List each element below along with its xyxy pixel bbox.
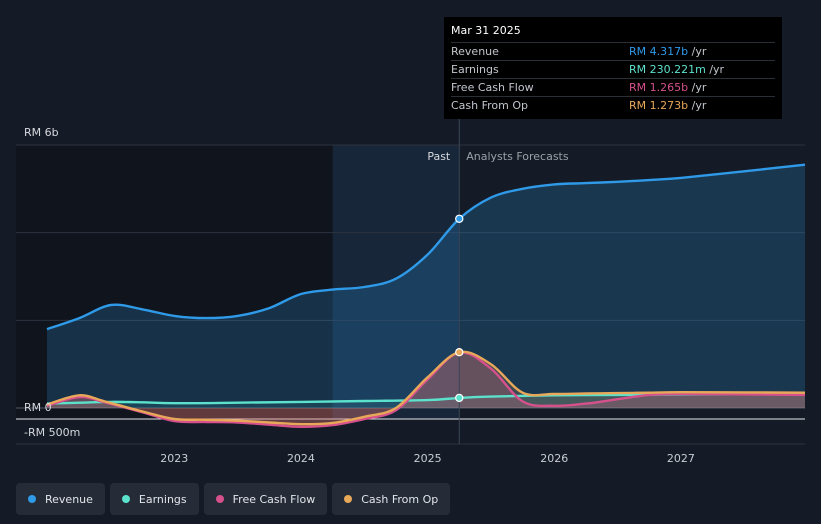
past-label: Past xyxy=(427,150,451,163)
revenue-area xyxy=(47,164,805,408)
tooltip-unit: /yr xyxy=(709,63,725,76)
legend: Revenue Earnings Free Cash Flow Cash Fro… xyxy=(16,483,451,515)
legend-item-revenue[interactable]: Revenue xyxy=(16,483,105,515)
series-lines xyxy=(46,163,806,429)
tooltip: Mar 31 2025 Revenue RM 4.317b /yr Earnin… xyxy=(444,17,782,119)
legend-item-earnings[interactable]: Earnings xyxy=(109,483,199,515)
series-markers xyxy=(455,214,464,403)
highlight-region-background xyxy=(332,145,460,419)
tooltip-unit: /yr xyxy=(691,45,707,58)
tooltip-number: RM 230.221m xyxy=(629,63,706,76)
legend-dot-icon xyxy=(215,495,224,503)
x-tick-label: 2024 xyxy=(287,452,315,465)
tooltip-label: Revenue xyxy=(451,45,499,58)
tooltip-label: Earnings xyxy=(451,63,499,76)
legend-dot-icon xyxy=(121,495,130,503)
x-tick-label: 2023 xyxy=(160,452,188,465)
tooltip-value: RM 4.317b /yr xyxy=(629,43,775,60)
tooltip-number: RM 1.273b xyxy=(629,99,689,112)
tooltip-label: Cash From Op xyxy=(451,99,529,112)
x-tick-label: 2026 xyxy=(540,452,568,465)
y-label-zero: RM 0 xyxy=(24,401,52,414)
tooltip-value: RM 230.221m /yr xyxy=(629,61,775,78)
tooltip-row: Earnings RM 230.221m /yr xyxy=(451,60,775,78)
legend-dot-icon xyxy=(28,495,36,503)
free-cash-flow-line xyxy=(46,351,806,429)
cash-from-op-marker xyxy=(455,348,464,357)
legend-label: Earnings xyxy=(138,492,187,506)
tooltip-row: Revenue RM 4.317b /yr xyxy=(451,42,775,60)
cash-from-op-area xyxy=(47,351,805,425)
gridlines xyxy=(16,144,805,445)
legend-item-cash-from-op[interactable]: Cash From Op xyxy=(332,483,451,515)
tooltip-number: RM 4.317b xyxy=(629,45,689,58)
tooltip-unit: /yr xyxy=(691,81,707,94)
legend-label: Cash From Op xyxy=(361,492,439,506)
legend-label: Free Cash Flow xyxy=(232,492,316,506)
tooltip-label: Free Cash Flow xyxy=(451,81,534,94)
legend-label: Revenue xyxy=(45,492,93,506)
y-label-bottom: -RM 500m xyxy=(24,426,80,439)
tooltip-value: RM 1.273b /yr xyxy=(629,97,775,114)
x-tick-labels: 2023 2024 2025 2026 2027 xyxy=(160,452,695,465)
tooltip-date: Mar 31 2025 xyxy=(451,24,521,37)
y-label-top: RM 6b xyxy=(24,126,59,139)
tooltip-row: Free Cash Flow RM 1.265b /yr xyxy=(451,78,775,96)
free-cash-flow-area xyxy=(47,352,805,427)
forecast-label: Analysts Forecasts xyxy=(466,150,569,163)
tooltip-value: RM 1.265b /yr xyxy=(629,79,775,96)
tooltip-number: RM 1.265b xyxy=(629,81,689,94)
tooltip-row: Cash From Op RM 1.273b /yr xyxy=(451,96,775,114)
legend-dot-icon xyxy=(344,495,353,503)
cash-from-op-line xyxy=(46,350,806,426)
revenue-marker xyxy=(455,214,464,223)
earnings-marker xyxy=(455,393,464,403)
revenue-line xyxy=(46,163,806,331)
x-tick-label: 2025 xyxy=(414,452,442,465)
tooltip-unit: /yr xyxy=(691,99,707,112)
x-tick-label: 2027 xyxy=(667,452,695,465)
legend-item-free-cash-flow[interactable]: Free Cash Flow xyxy=(203,483,328,515)
